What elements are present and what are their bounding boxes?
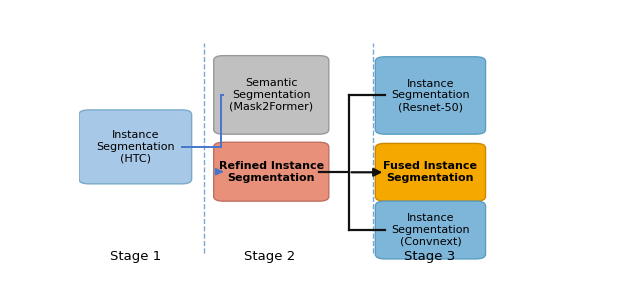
FancyBboxPatch shape bbox=[79, 110, 191, 184]
Text: Stage 2: Stage 2 bbox=[245, 250, 296, 263]
FancyBboxPatch shape bbox=[375, 201, 485, 259]
Text: Stage 1: Stage 1 bbox=[110, 250, 161, 263]
FancyBboxPatch shape bbox=[214, 56, 329, 134]
FancyBboxPatch shape bbox=[375, 143, 485, 201]
Text: Semantic
Segmentation
(Mask2Former): Semantic Segmentation (Mask2Former) bbox=[229, 78, 313, 112]
Text: Refined Instance
Segmentation: Refined Instance Segmentation bbox=[219, 161, 324, 182]
Text: Instance
Segmentation
(HTC): Instance Segmentation (HTC) bbox=[96, 130, 174, 164]
FancyBboxPatch shape bbox=[214, 142, 329, 201]
Text: Fused Instance
Segmentation: Fused Instance Segmentation bbox=[384, 161, 477, 183]
Text: Instance
Segmentation
(Resnet-50): Instance Segmentation (Resnet-50) bbox=[391, 79, 470, 112]
FancyBboxPatch shape bbox=[375, 57, 485, 134]
Text: Stage 3: Stage 3 bbox=[404, 250, 455, 263]
Text: Instance
Segmentation
(Convnext): Instance Segmentation (Convnext) bbox=[391, 213, 470, 247]
